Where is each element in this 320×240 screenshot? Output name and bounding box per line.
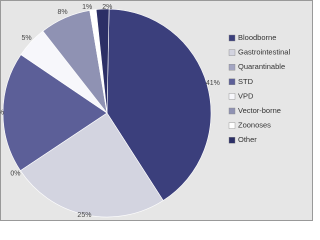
legend-swatch (228, 63, 236, 71)
legend-swatch (228, 122, 236, 129)
slice-label: 19% (0, 109, 4, 116)
pie-slice (2, 54, 108, 171)
legend-label: Other (238, 135, 257, 144)
slice-label: 41% (206, 80, 220, 87)
legend-label: Quarantinable (238, 62, 285, 71)
slice-label: 25% (77, 212, 91, 219)
legend-swatch (228, 34, 236, 42)
pie-slice (19, 112, 164, 218)
legend-swatch (228, 136, 236, 144)
legend-label: Gastrointestinal (238, 48, 290, 57)
slice-label: 1% (82, 4, 92, 11)
pie-slice (95, 8, 110, 114)
legend-label: Bloodborne (238, 33, 276, 42)
slice-label: 8% (58, 9, 68, 16)
pie: 41% 25% 0% 19% 5% 8% 1% 2% (0, 4, 220, 219)
chart: 41% 25% 0% 19% 5% 8% 1% 2% Bloodborne Gastrointe… (0, 0, 313, 221)
legend-swatch (228, 107, 236, 115)
slice-label: 0% (10, 171, 20, 178)
slice-label: 5% (22, 35, 32, 42)
legend-label: Vector-borne (238, 106, 281, 115)
legend-label: VPD (238, 91, 254, 100)
legend-swatch (228, 93, 236, 100)
pie-slice (106, 8, 212, 201)
legend-label: Zoonoses (238, 121, 271, 130)
legend-swatch (228, 49, 236, 56)
legend-swatch (228, 78, 236, 86)
legend-label: STD (238, 77, 254, 86)
legend: Bloodborne Gastrointestinal Quarantinable S… (228, 33, 290, 144)
slice-label: 2% (102, 4, 112, 11)
